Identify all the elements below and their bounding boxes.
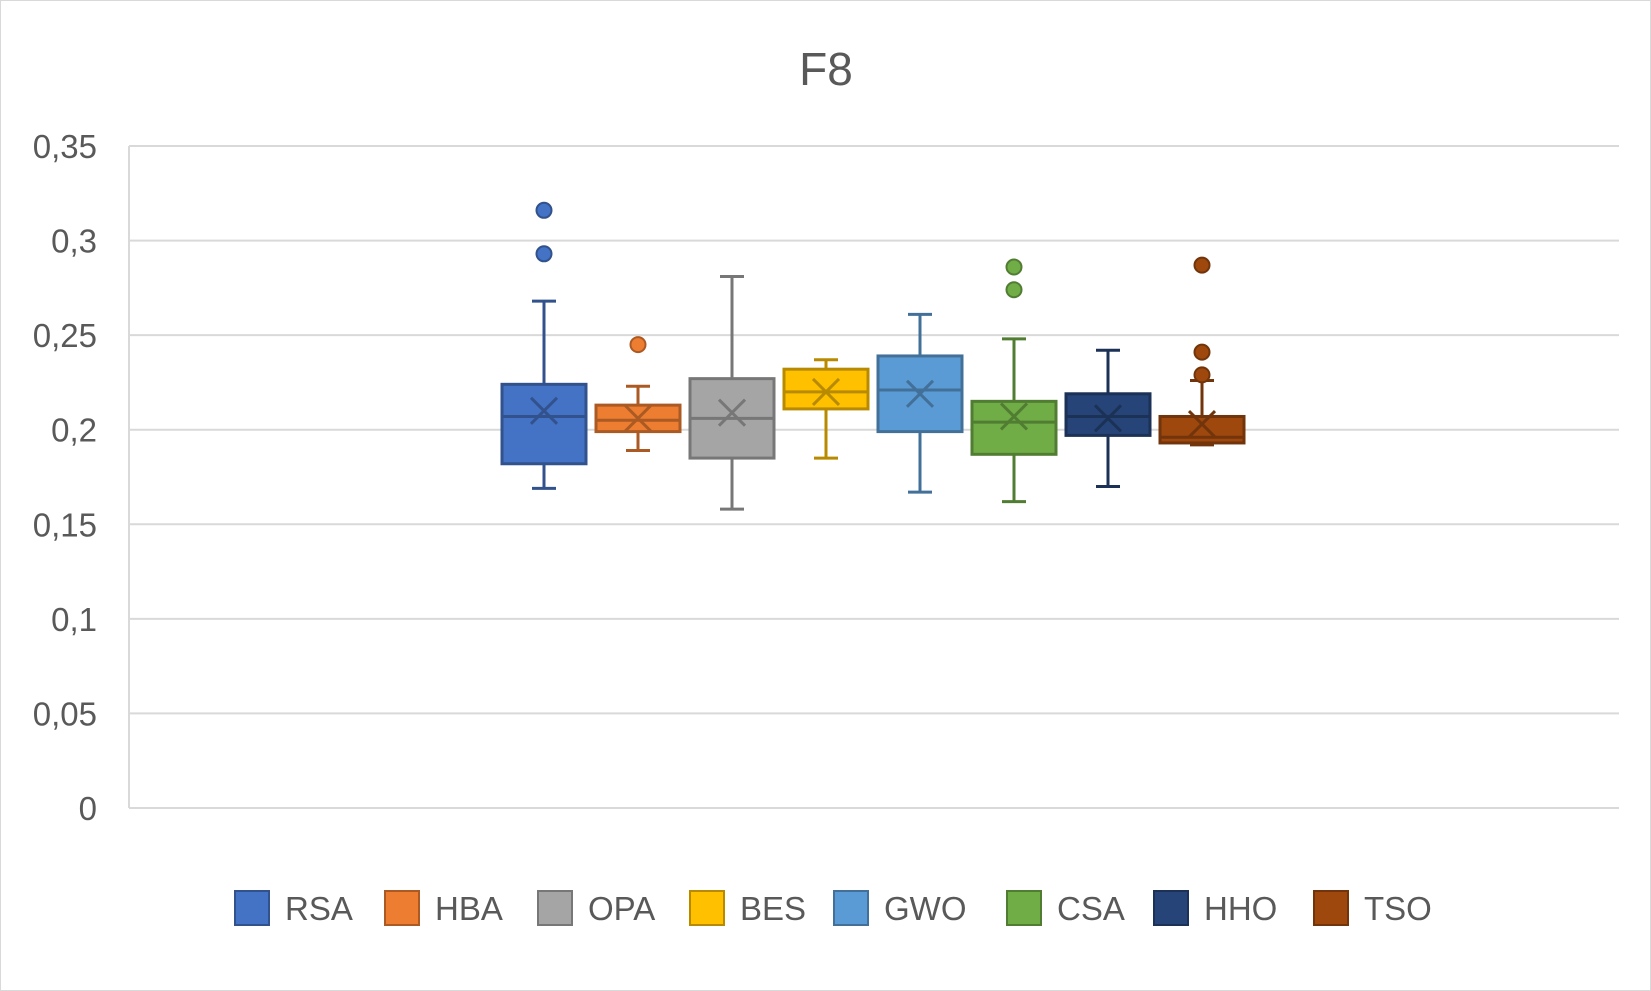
box-rsa <box>500 201 588 490</box>
legend-item-hba: HBA <box>384 890 503 927</box>
outlier-point <box>535 245 553 263</box>
outlier-point <box>1193 343 1211 361</box>
legend-swatch <box>689 890 725 926</box>
y-tick-label: 0,15 <box>33 506 97 543</box>
y-tick-label: 0,2 <box>51 412 97 449</box>
box-csa <box>970 258 1058 504</box>
legend-label: OPA <box>588 890 655 927</box>
y-tick-label: 0,35 <box>33 128 97 165</box>
box-series <box>500 201 1246 511</box>
legend-item-csa: CSA <box>1006 890 1125 927</box>
legend-item-bes: BES <box>689 890 806 927</box>
mean-marker <box>905 379 935 408</box>
outlier-point <box>1005 281 1023 299</box>
mean-marker <box>1187 409 1217 439</box>
iqr-box <box>1064 392 1152 437</box>
mean-marker <box>1093 404 1123 433</box>
outlier-point <box>1005 258 1023 276</box>
legend-label: GWO <box>884 890 966 927</box>
legend-swatch <box>234 890 270 926</box>
box-bes <box>782 358 870 460</box>
y-tick-label: 0,25 <box>33 317 97 354</box>
legend-item-opa: OPA <box>537 890 655 927</box>
iqr-box <box>782 367 870 411</box>
iqr-box <box>1158 414 1246 445</box>
box-hba <box>594 336 682 453</box>
box-gwo <box>876 312 964 494</box>
outlier-point <box>1193 256 1211 274</box>
legend-label: BES <box>740 890 806 927</box>
legend-label: CSA <box>1057 890 1125 927</box>
y-tick-label: 0,1 <box>51 601 97 638</box>
y-tick-label: 0 <box>79 790 97 827</box>
gridlines <box>129 145 1619 809</box>
y-tick-label: 0,3 <box>51 223 97 260</box>
box-tso <box>1158 256 1246 447</box>
mean-marker <box>717 398 747 427</box>
legend-swatch <box>384 890 420 926</box>
mean-marker <box>529 396 559 425</box>
legend-label: HBA <box>435 890 503 927</box>
iqr-box <box>970 399 1058 456</box>
legend-label: HHO <box>1204 890 1277 927</box>
legend-label: TSO <box>1364 890 1432 927</box>
legend-swatch <box>1006 890 1042 926</box>
chart-title: F8 <box>799 43 853 95</box>
box-opa <box>688 275 776 511</box>
legend-swatch <box>537 890 573 926</box>
legend-label: RSA <box>285 890 353 927</box>
legend-swatch <box>1153 890 1189 926</box>
mean-marker <box>999 402 1029 431</box>
outlier-point <box>629 336 647 354</box>
mean-marker <box>811 377 841 406</box>
legend-item-tso: TSO <box>1313 890 1432 927</box>
outlier-point <box>535 201 553 219</box>
mean-marker <box>623 404 653 433</box>
legend: RSA HBA OPA BES GWO CSA HHO TSO <box>234 890 1432 927</box>
legend-item-gwo: GWO <box>833 890 966 927</box>
iqr-box <box>500 382 588 466</box>
legend-item-hho: HHO <box>1153 890 1277 927</box>
y-tick-label: 0,05 <box>33 695 97 732</box>
y-axis: 0 0,05 0,1 0,15 0,2 0,25 0,3 0,35 <box>33 128 130 827</box>
outlier-point <box>1193 366 1211 384</box>
box-hho <box>1064 348 1152 488</box>
legend-swatch <box>1313 890 1349 926</box>
legend-swatch <box>833 890 869 926</box>
legend-item-rsa: RSA <box>234 890 353 927</box>
